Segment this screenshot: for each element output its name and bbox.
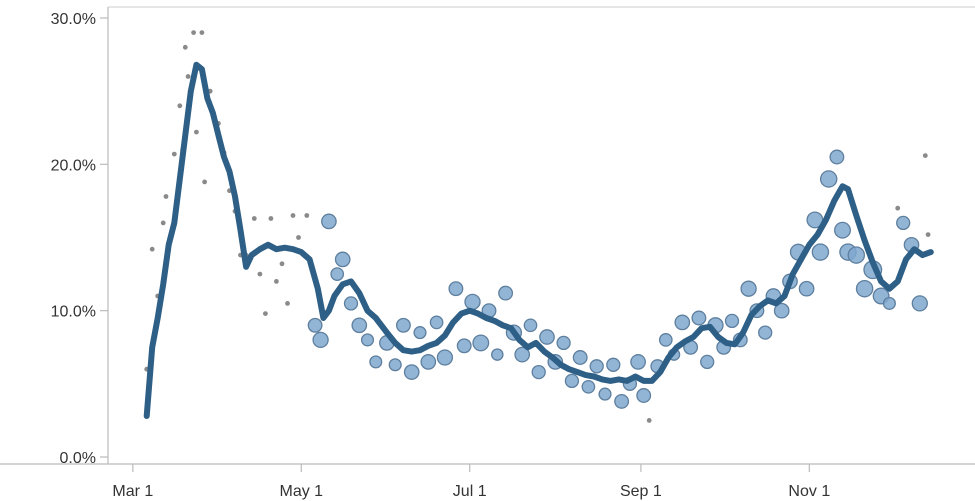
observation-point	[199, 30, 205, 35]
x-tick-label: Nov 1	[788, 483, 830, 500]
observation-point	[798, 280, 815, 297]
observation-point	[724, 313, 740, 329]
observation-point	[279, 261, 285, 267]
observation-point	[556, 335, 571, 351]
observation-point	[847, 246, 866, 264]
observation-point	[448, 281, 464, 297]
observation-point	[896, 215, 911, 231]
observation-point	[630, 354, 646, 370]
observation-point	[691, 310, 707, 326]
observation-point	[491, 348, 504, 361]
observation-point	[456, 338, 472, 354]
observation-point	[523, 318, 538, 333]
observation-point	[369, 355, 383, 369]
observation-point	[564, 373, 580, 389]
observation-point	[290, 213, 296, 218]
observation-point	[257, 271, 263, 277]
observation-point	[581, 379, 596, 394]
observation-point	[360, 333, 375, 347]
observation-point	[388, 358, 402, 372]
observation-point	[251, 216, 257, 221]
observation-point	[589, 359, 604, 374]
observation-point	[539, 329, 555, 345]
observation-point	[855, 279, 874, 298]
observation-point	[636, 388, 652, 403]
observation-point	[185, 74, 191, 79]
observation-point	[829, 149, 845, 165]
observation-point	[834, 221, 851, 239]
observation-point	[895, 205, 901, 211]
observation-point	[194, 129, 199, 135]
observation-point	[531, 364, 546, 380]
observation-point	[191, 30, 197, 35]
observation-point	[202, 179, 208, 185]
observation-point	[307, 317, 323, 333]
observation-point	[304, 213, 310, 218]
observation-point	[646, 418, 652, 423]
observation-point	[464, 293, 481, 311]
observation-point	[182, 44, 188, 50]
trend-line	[143, 61, 934, 419]
observation-point	[351, 317, 368, 334]
observation-point	[177, 103, 183, 109]
y-tick-label: 0.0%	[60, 450, 96, 467]
observation-point	[343, 296, 359, 311]
observation-point	[925, 232, 931, 238]
observation-point	[163, 194, 169, 199]
observation-point	[882, 296, 896, 310]
observation-point	[420, 354, 437, 370]
observation-point	[614, 393, 630, 409]
observation-point	[268, 216, 274, 221]
observation-point	[819, 170, 838, 188]
observation-point	[429, 315, 444, 330]
observation-points	[144, 30, 931, 423]
observation-point	[321, 213, 337, 230]
x-tick-label: Mar 1	[112, 483, 153, 500]
observation-point	[598, 387, 612, 401]
observation-point	[149, 246, 155, 252]
observation-point	[413, 326, 427, 340]
observation-point	[514, 346, 531, 363]
x-tick-label: May 1	[279, 483, 323, 500]
x-tick-label: Sep 1	[620, 483, 662, 500]
observation-point	[700, 354, 715, 370]
y-tick-label: 30.0%	[51, 11, 96, 28]
observation-point	[773, 302, 790, 319]
observation-point	[472, 334, 490, 352]
observation-point	[395, 317, 411, 333]
observation-point	[403, 364, 420, 380]
observation-point	[285, 301, 290, 306]
observation-point	[330, 267, 345, 281]
observation-point	[606, 357, 621, 372]
observation-point	[498, 285, 514, 301]
observation-point	[263, 311, 268, 316]
y-tick-label: 10.0%	[51, 304, 96, 321]
observation-point	[911, 295, 928, 312]
observation-point	[922, 153, 928, 159]
y-tick-label: 20.0%	[51, 157, 96, 174]
observation-point	[334, 251, 351, 268]
observation-point	[160, 220, 166, 226]
x-tick-label: Jul 1	[453, 483, 487, 500]
plot-frame	[0, 6, 975, 465]
observation-point	[436, 349, 454, 366]
observation-point	[811, 243, 830, 261]
observation-point	[658, 333, 673, 347]
observation-point	[296, 235, 301, 240]
observation-point	[572, 350, 588, 365]
observation-point	[740, 280, 757, 297]
observation-point	[171, 151, 177, 157]
observation-point	[312, 331, 329, 349]
observation-point	[274, 279, 279, 284]
observation-point	[674, 314, 691, 331]
observation-point	[758, 325, 773, 340]
x-axis-ticks: Mar 1 May 1 Jul 1 Sep 1 Nov 1	[112, 464, 830, 500]
y-axis-ticks: 0.0% 10.0% 20.0% 30.0%	[51, 11, 108, 467]
